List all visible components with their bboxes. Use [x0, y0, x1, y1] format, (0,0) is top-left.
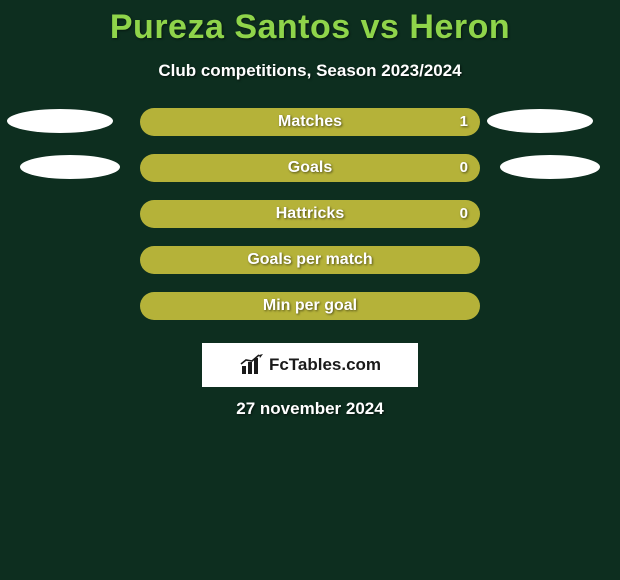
infographic-container: Pureza Santos vs Heron Club competitions… [0, 0, 620, 419]
right-ellipse [487, 109, 593, 133]
chart-icon [239, 354, 265, 376]
stat-pill: Goals0 [140, 154, 480, 182]
stat-pill: Hattricks0 [140, 200, 480, 228]
stat-rows: Matches1Goals0Hattricks0Goals per matchM… [0, 109, 620, 339]
stat-row: Goals0 [0, 155, 620, 201]
left-ellipse [20, 155, 120, 179]
stat-row: Min per goal [0, 293, 620, 339]
brand-text: FcTables.com [269, 355, 381, 375]
stat-pill: Goals per match [140, 246, 480, 274]
stat-value-right: 1 [460, 108, 468, 136]
brand-inner: FcTables.com [239, 354, 381, 376]
brand-box: FcTables.com [202, 343, 418, 387]
stat-label: Goals [140, 154, 480, 182]
stat-pill: Min per goal [140, 292, 480, 320]
stat-label: Matches [140, 108, 480, 136]
page-title: Pureza Santos vs Heron [0, 8, 620, 47]
stat-value-right: 0 [460, 200, 468, 228]
stat-label: Min per goal [140, 292, 480, 320]
stat-row: Matches1 [0, 109, 620, 155]
stat-label: Goals per match [140, 246, 480, 274]
stat-row: Goals per match [0, 247, 620, 293]
right-ellipse [500, 155, 600, 179]
left-ellipse [7, 109, 113, 133]
page-subtitle: Club competitions, Season 2023/2024 [0, 61, 620, 81]
stat-value-right: 0 [460, 154, 468, 182]
stat-row: Hattricks0 [0, 201, 620, 247]
date-line: 27 november 2024 [0, 399, 620, 419]
stat-label: Hattricks [140, 200, 480, 228]
stat-pill: Matches1 [140, 108, 480, 136]
